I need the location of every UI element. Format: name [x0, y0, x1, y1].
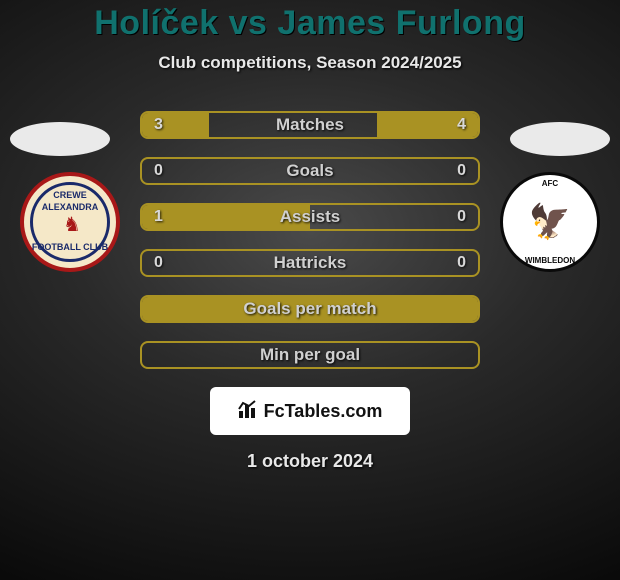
brand-banner: FcTables.com	[210, 387, 410, 435]
stat-label: Goals per match	[142, 299, 478, 319]
content-wrapper: Holíček vs James Furlong Club competitio…	[0, 0, 620, 472]
brand-text: FcTables.com	[264, 401, 383, 422]
subtitle: Club competitions, Season 2024/2025	[0, 53, 620, 73]
stat-label: Goals	[142, 161, 478, 181]
stat-rows-container: 34Matches 00Goals 10Assists 00Hattricks Goal…	[0, 111, 620, 369]
stat-row: 34Matches	[140, 111, 480, 139]
chart-icon	[238, 399, 260, 423]
stat-row: 10Assists	[140, 203, 480, 231]
stat-row: Min per goal	[140, 341, 480, 369]
stat-label: Hattricks	[142, 253, 478, 273]
date-text: 1 october 2024	[0, 451, 620, 472]
stat-label: Matches	[142, 115, 478, 135]
page-title: Holíček vs James Furlong	[0, 4, 620, 43]
stat-row: 00Hattricks	[140, 249, 480, 277]
stat-row: Goals per match	[140, 295, 480, 323]
stat-row: 00Goals	[140, 157, 480, 185]
stat-label: Assists	[142, 207, 478, 227]
stat-label: Min per goal	[142, 345, 478, 365]
